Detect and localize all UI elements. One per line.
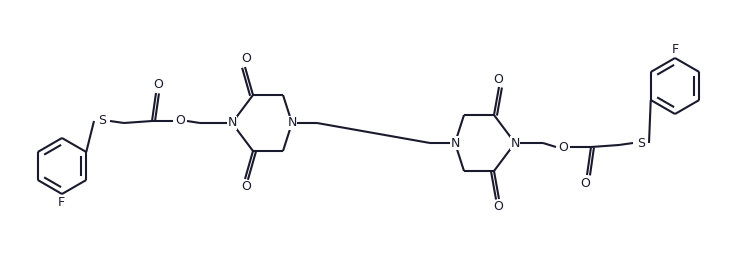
Text: N: N	[511, 136, 520, 149]
Text: F: F	[57, 197, 65, 209]
Text: O: O	[241, 52, 251, 66]
Text: O: O	[153, 78, 163, 92]
Text: O: O	[493, 200, 503, 214]
Text: N: N	[287, 117, 297, 130]
Text: O: O	[558, 141, 568, 154]
Text: O: O	[493, 72, 503, 85]
Text: O: O	[175, 115, 185, 127]
Text: N: N	[227, 117, 237, 130]
Text: O: O	[580, 176, 590, 189]
Text: F: F	[672, 43, 678, 55]
Text: S: S	[98, 115, 106, 127]
Text: N: N	[450, 136, 459, 149]
Text: S: S	[637, 136, 645, 149]
Text: O: O	[241, 181, 251, 194]
